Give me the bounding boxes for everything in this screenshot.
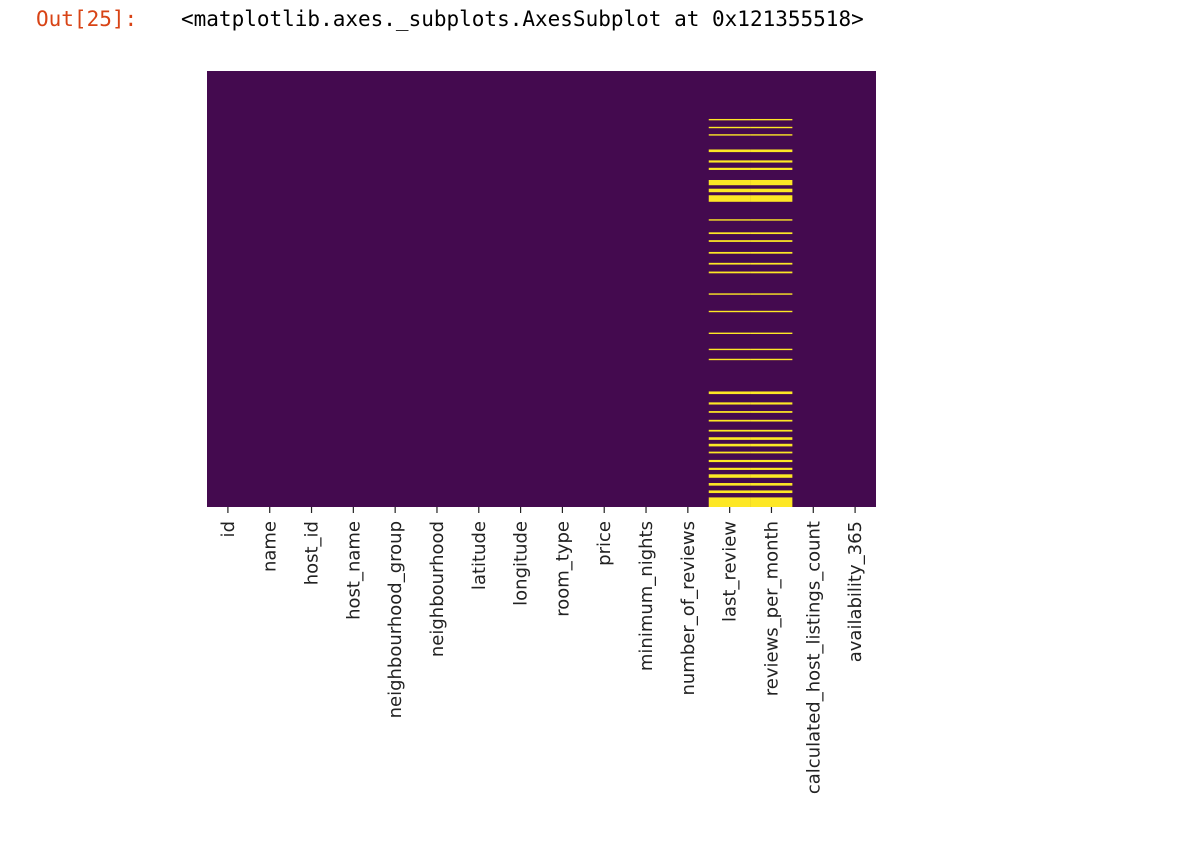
missing-cell-reviews_per_month (750, 232, 793, 235)
missing-cell-reviews_per_month (750, 149, 793, 153)
x-tick-label-id: id (218, 521, 239, 537)
x-tick-label-neighbourhood_group: neighbourhood_group (385, 521, 406, 718)
missing-cell-last_review (708, 348, 751, 351)
missing-cell-reviews_per_month (750, 126, 793, 129)
missing-cell-last_review (708, 391, 751, 395)
missing-cell-reviews_per_month (750, 262, 793, 265)
missing-cell-last_review (708, 118, 751, 121)
x-tick-label-minimum_nights: minimum_nights (636, 521, 657, 671)
missing-cell-last_review (708, 195, 751, 202)
missing-cell-reviews_per_month (750, 429, 793, 432)
missing-cell-last_review (708, 149, 751, 153)
missing-cell-last_review (708, 451, 751, 454)
missing-cell-reviews_per_month (750, 310, 793, 313)
missing-cell-reviews_per_month (750, 467, 793, 470)
x-tick-label-neighbourhood: neighbourhood (427, 521, 448, 657)
missing-cell-reviews_per_month (750, 483, 793, 486)
missing-cell-reviews_per_month (750, 443, 793, 447)
missing-cell-last_review (708, 411, 751, 413)
missing-cell-reviews_per_month (750, 474, 793, 478)
missing-cell-reviews_per_month (750, 271, 793, 274)
missing-cell-last_review (708, 134, 751, 136)
x-tick-label-availability_365: availability_365 (845, 521, 866, 662)
x-tick-label-host_name: host_name (343, 521, 364, 620)
missing-cell-last_review (708, 167, 751, 170)
missing-cell-last_review (708, 437, 751, 440)
missing-cell-reviews_per_month (750, 411, 793, 413)
missing-cell-last_review (708, 358, 751, 361)
x-tick-label-room_type: room_type (552, 521, 573, 617)
x-tick-label-host_id: host_id (302, 521, 323, 585)
missing-cell-last_review (708, 483, 751, 486)
missing-cell-last_review (708, 251, 751, 254)
missing-cell-reviews_per_month (750, 358, 793, 361)
missing-cell-last_review (708, 188, 751, 193)
x-tick-label-number_of_reviews: number_of_reviews (678, 521, 699, 696)
missing-cell-reviews_per_month (750, 118, 793, 121)
missing-cell-last_review (708, 419, 751, 422)
missing-cell-last_review (708, 402, 751, 405)
missing-cell-reviews_per_month (750, 240, 793, 242)
missing-cell-reviews_per_month (750, 497, 793, 507)
x-tick-label-longitude: longitude (511, 521, 532, 606)
missing-cell-last_review (708, 443, 751, 447)
missing-cell-last_review (708, 240, 751, 242)
missing-cell-last_review (708, 332, 751, 334)
missing-cell-reviews_per_month (750, 219, 793, 221)
missing-cell-reviews_per_month (750, 195, 793, 202)
missing-cell-reviews_per_month (750, 459, 793, 463)
x-tick-label-price: price (594, 521, 615, 566)
missing-cell-last_review (708, 160, 751, 163)
output-text: <matplotlib.axes._subplots.AxesSubplot a… (181, 7, 864, 31)
missing-cell-last_review (708, 429, 751, 432)
x-tick-label-name: name (260, 521, 281, 572)
missing-cell-reviews_per_month (750, 402, 793, 405)
x-tick-label-last_review: last_review (720, 521, 741, 622)
missing-cell-reviews_per_month (750, 251, 793, 254)
missing-cell-last_review (708, 219, 751, 221)
missing-cell-reviews_per_month (750, 391, 793, 395)
missing-cell-reviews_per_month (750, 293, 793, 295)
missing-cell-reviews_per_month (750, 180, 793, 186)
missing-cell-last_review (708, 490, 751, 494)
missing-cell-last_review (708, 262, 751, 265)
output-prompt: Out[25]: (36, 7, 138, 31)
missing-cell-reviews_per_month (750, 451, 793, 454)
missing-cell-reviews_per_month (750, 419, 793, 422)
missing-cell-reviews_per_month (750, 490, 793, 494)
missing-cell-reviews_per_month (750, 332, 793, 334)
x-tick-label-latitude: latitude (469, 521, 490, 590)
missing-cell-last_review (708, 310, 751, 313)
heatmap-background (207, 71, 876, 507)
missing-cell-reviews_per_month (750, 134, 793, 136)
missing-cell-last_review (708, 126, 751, 129)
x-axis-tick-labels: id name host_id host_name neighbourhood_grou… (218, 521, 866, 794)
missing-cell-last_review (708, 180, 751, 186)
missing-cell-last_review (708, 232, 751, 235)
cell-output: Out[25]: <matplotlib.axes._subplots.Axes… (36, 4, 864, 34)
x-tick-label-reviews_per_month: reviews_per_month (761, 521, 782, 696)
heatmap-cells (207, 71, 876, 507)
missing-cell-last_review (708, 467, 751, 470)
missing-cell-reviews_per_month (750, 160, 793, 163)
missing-cell-reviews_per_month (750, 348, 793, 351)
x-axis-ticks (227, 507, 856, 513)
missing-cell-reviews_per_month (750, 188, 793, 193)
missing-cell-last_review (708, 459, 751, 463)
missing-cell-last_review (708, 271, 751, 274)
missing-cell-reviews_per_month (750, 167, 793, 170)
missing-cell-last_review (708, 474, 751, 478)
missing-cell-reviews_per_month (750, 437, 793, 440)
missing-cell-last_review (708, 497, 751, 507)
x-tick-label-calculated_host_listings_count: calculated_host_listings_count (803, 521, 824, 794)
missing-cell-last_review (708, 293, 751, 295)
